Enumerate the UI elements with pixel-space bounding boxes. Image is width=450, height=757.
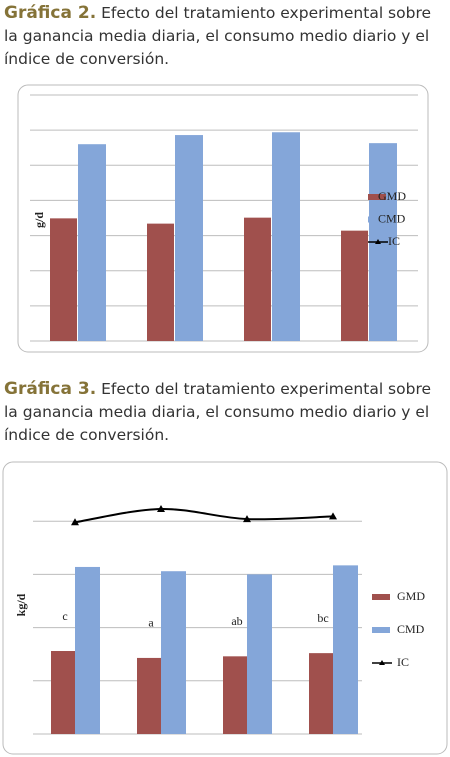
legend-swatch	[368, 194, 386, 200]
bar	[161, 571, 186, 734]
bar	[175, 135, 203, 341]
legend-label: GMD	[378, 189, 406, 203]
bar	[78, 144, 106, 341]
legend-marker	[375, 239, 381, 244]
legend-label: IC	[397, 655, 409, 669]
bar	[272, 132, 300, 341]
annotation: ab	[231, 614, 242, 628]
bar	[147, 223, 174, 341]
bar	[309, 653, 333, 734]
bar	[50, 218, 77, 341]
annotation: c	[62, 609, 67, 623]
bar	[51, 651, 75, 734]
bar	[244, 217, 271, 341]
chart: g/d GMD CMD IC	[17, 84, 429, 353]
marker	[329, 512, 337, 520]
marker	[157, 504, 165, 512]
legend-label: IC	[388, 234, 400, 248]
caption-text: Efecto del tratamiento experimental sobr…	[4, 4, 432, 68]
bar	[247, 574, 272, 734]
legend-label: CMD	[397, 622, 425, 636]
legend-label: GMD	[397, 589, 425, 603]
legend-label: CMD	[378, 211, 406, 225]
bar	[137, 657, 161, 734]
bar	[75, 566, 100, 734]
legend-swatch	[368, 216, 386, 223]
legend-swatch	[372, 594, 390, 600]
bar	[341, 230, 368, 341]
y-axis-label: g/d	[32, 212, 46, 228]
bar	[223, 656, 247, 734]
marker	[243, 515, 251, 523]
caption: Gráfica 3. Efecto del tratamiento experi…	[4, 378, 444, 447]
legend-swatch	[372, 627, 390, 633]
caption-label: Gráfica 2.	[4, 3, 97, 23]
y-axis-label: kg/d	[14, 593, 28, 616]
marker	[71, 518, 79, 526]
line	[74, 507, 334, 524]
annotation: a	[148, 616, 154, 630]
caption-text: Efecto del tratamiento experimental sobr…	[4, 380, 432, 444]
caption-label: Gráfica 3.	[4, 379, 97, 399]
caption: Gráfica 2. Efecto del tratamiento experi…	[4, 2, 444, 71]
legend-marker	[379, 660, 385, 665]
bar	[333, 565, 358, 734]
chart-frame	[2, 461, 448, 755]
chart-frame	[17, 84, 429, 353]
annotation: bc	[317, 611, 328, 625]
